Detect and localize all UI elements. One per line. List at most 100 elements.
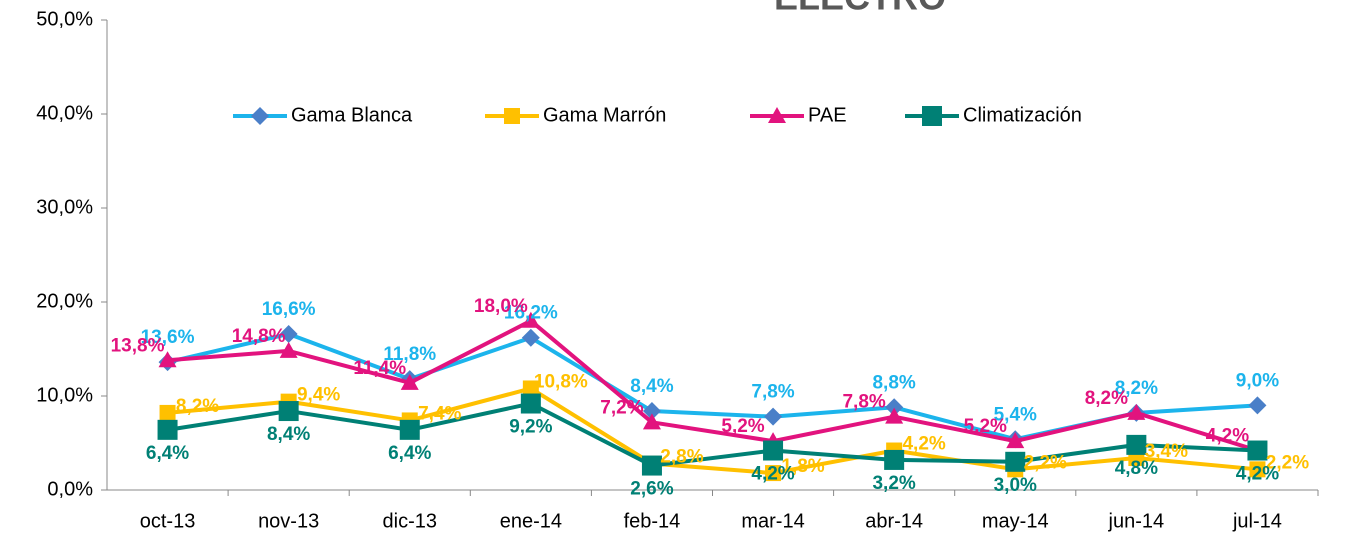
- data-label: 9,2%: [509, 417, 552, 438]
- marker: [768, 107, 786, 123]
- marker: [885, 398, 904, 417]
- y-tick-label: 50,0%: [36, 8, 93, 30]
- marker: [399, 419, 420, 440]
- data-label: 11,8%: [383, 344, 436, 365]
- data-label: 16,6%: [262, 299, 316, 320]
- marker: [251, 107, 269, 125]
- marker: [1127, 403, 1146, 420]
- data-label: 3,4%: [1145, 441, 1188, 462]
- marker: [521, 311, 540, 328]
- marker: [884, 449, 905, 470]
- marker: [1006, 432, 1025, 449]
- marker: [641, 455, 662, 476]
- marker: [521, 328, 540, 347]
- legend-label: Gama Blanca: [291, 104, 413, 126]
- marker: [642, 413, 661, 430]
- marker: [1247, 440, 1268, 461]
- y-tick-label: 0,0%: [47, 478, 93, 500]
- marker: [763, 440, 784, 461]
- series-line: [167, 318, 1259, 453]
- marker: [159, 404, 176, 421]
- legend-item: PAE: [750, 104, 847, 126]
- data-label: 1,8%: [781, 456, 824, 477]
- x-tick-label: jun-14: [1108, 510, 1165, 532]
- series-line: [167, 386, 1258, 476]
- data-label: 7,2%: [600, 397, 643, 418]
- y-tick-label: 10,0%: [36, 384, 93, 406]
- y-tick-label: 40,0%: [36, 102, 93, 124]
- marker: [922, 106, 942, 126]
- data-label: 5,4%: [994, 404, 1037, 425]
- legend-item: Gama Blanca: [233, 104, 413, 126]
- marker: [885, 407, 904, 424]
- series-line: [167, 401, 1258, 468]
- data-label: 10,8%: [534, 371, 588, 392]
- marker: [1126, 434, 1147, 455]
- data-label: 8,2%: [1115, 378, 1158, 399]
- data-label: 4,2%: [751, 464, 794, 485]
- x-tick-label: oct-13: [140, 510, 196, 532]
- data-label: 7,8%: [751, 382, 794, 403]
- marker: [400, 373, 419, 390]
- data-label: 5,2%: [964, 416, 1007, 437]
- marker: [158, 351, 177, 368]
- data-label: 13,8%: [111, 335, 165, 356]
- marker: [520, 393, 541, 414]
- data-label: 8,4%: [267, 424, 310, 445]
- marker: [157, 419, 178, 440]
- data-label: 4,2%: [902, 434, 945, 455]
- data-label: 4,2%: [1206, 426, 1249, 447]
- marker: [642, 402, 661, 421]
- marker: [504, 108, 520, 124]
- legend-label: PAE: [808, 104, 847, 126]
- data-label: 2,6%: [630, 479, 673, 500]
- data-label: 7,8%: [842, 392, 885, 413]
- data-label: 8,4%: [630, 376, 673, 397]
- data-label: 6,4%: [388, 443, 431, 464]
- x-tick-label: ene-14: [500, 510, 562, 532]
- chart-title: ELECTRO: [774, 0, 946, 18]
- marker: [764, 407, 783, 426]
- x-tick-label: jul-14: [1232, 510, 1282, 532]
- data-label: 8,2%: [176, 396, 219, 417]
- data-label: 3,2%: [872, 473, 915, 494]
- marker: [1005, 451, 1026, 472]
- legend-item: Climatización: [905, 104, 1082, 126]
- marker: [1249, 461, 1266, 478]
- x-tick-label: feb-14: [624, 510, 681, 532]
- marker: [1248, 396, 1267, 415]
- y-tick-label: 20,0%: [36, 290, 93, 312]
- data-label: 16,2%: [504, 303, 558, 324]
- data-label: 4,8%: [1115, 458, 1158, 479]
- series: [157, 393, 1268, 476]
- data-label: 2,2%: [1266, 452, 1309, 473]
- marker: [279, 324, 298, 343]
- x-tick-label: mar-14: [741, 510, 804, 532]
- data-label: 13,6%: [141, 327, 195, 348]
- data-label: 5,2%: [721, 416, 764, 437]
- x-tick-label: may-14: [982, 510, 1049, 532]
- y-tick-label: 30,0%: [36, 196, 93, 218]
- legend-label: Climatización: [963, 104, 1082, 126]
- data-label: 6,4%: [146, 443, 189, 464]
- data-label: 2,2%: [1024, 452, 1067, 473]
- data-label: 7,4%: [418, 403, 461, 424]
- data-label: 8,2%: [1085, 388, 1128, 409]
- marker: [278, 401, 299, 422]
- data-label: 2,8%: [660, 447, 703, 468]
- data-label: 9,0%: [1236, 370, 1279, 391]
- legend-item: Gama Marrón: [485, 104, 666, 126]
- legend-label: Gama Marrón: [543, 104, 666, 126]
- marker: [522, 380, 539, 397]
- data-label: 9,4%: [297, 385, 340, 406]
- data-label: 4,2%: [1236, 464, 1279, 485]
- x-tick-label: abr-14: [865, 510, 923, 532]
- data-label: 11,4%: [353, 358, 406, 379]
- data-label: 14,8%: [232, 326, 286, 347]
- data-label: 3,0%: [994, 475, 1037, 496]
- marker: [765, 465, 782, 482]
- data-label: 8,8%: [872, 372, 915, 393]
- x-tick-label: dic-13: [383, 510, 437, 532]
- data-label: 18,0%: [474, 296, 528, 317]
